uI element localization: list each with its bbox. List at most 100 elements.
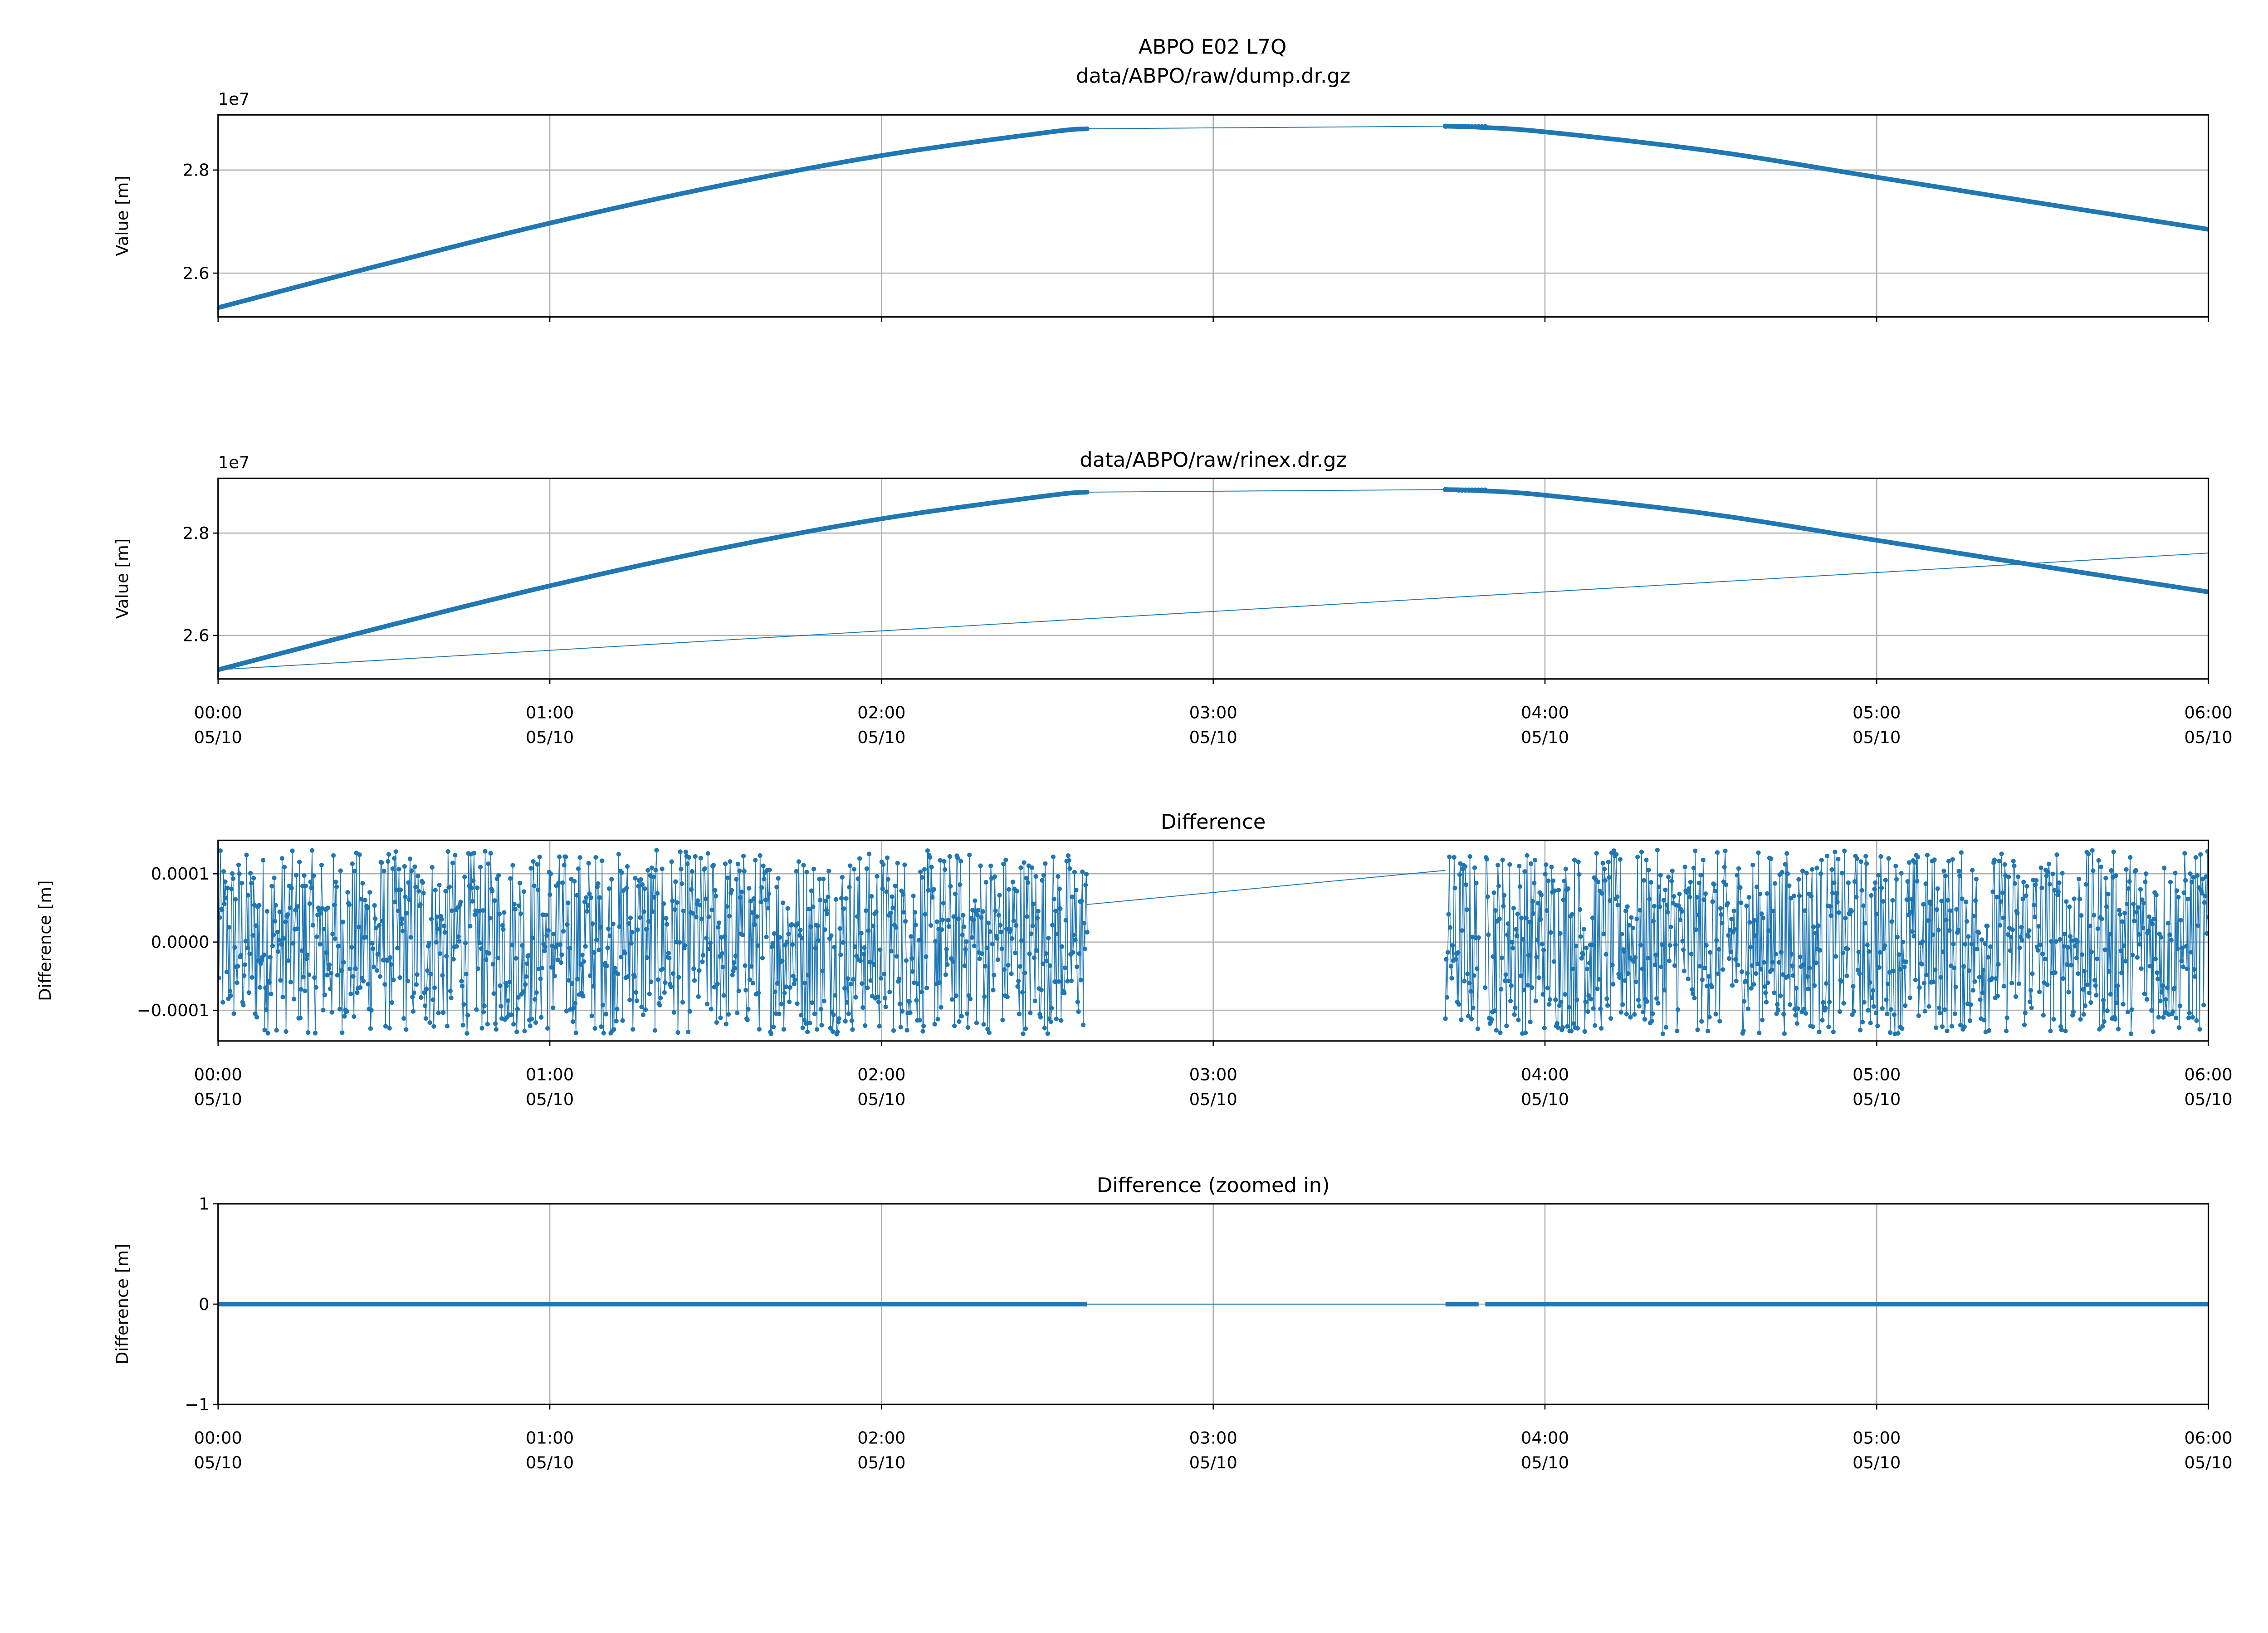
difference-point [1843,915,1848,921]
difference-point [1893,863,1898,869]
difference-point [462,875,467,880]
difference-point [327,986,333,992]
difference-point [874,909,879,914]
difference-point [1905,879,1910,884]
difference-point [1818,948,1823,953]
difference-point [662,990,667,995]
difference-point [1007,887,1012,892]
difference-point [1817,1029,1822,1034]
difference-point [365,906,370,911]
difference-point [1973,898,1978,903]
difference-point [2013,881,2018,886]
difference-point [2048,1028,2053,1033]
plot-area [218,123,2209,310]
difference-point [1590,915,1595,920]
difference-point [839,896,844,901]
difference-point [817,898,823,903]
difference-point [626,974,631,979]
difference-point [858,958,863,963]
difference-point [1471,1005,1476,1010]
difference-point [1763,990,1768,995]
difference-point [2125,901,2130,907]
difference-point [928,855,933,860]
difference-point [1996,962,2001,967]
x-tick-time-label: 00:00 [194,1428,242,1448]
difference-point [1754,884,1760,890]
difference-point [459,983,465,988]
difference-point [631,1027,635,1032]
difference-point [1704,943,1709,948]
difference-point [1633,979,1638,984]
thin-connector-line [218,552,2209,670]
difference-point [2001,983,2006,989]
difference-point [946,918,951,923]
difference-point [2062,931,2067,937]
difference-point [2034,878,2039,883]
difference-point [1995,993,2000,998]
difference-point [975,913,980,918]
difference-point [318,911,323,916]
x-tick-date-label: 05/10 [2184,728,2232,747]
difference-point [701,953,706,958]
difference-point [396,908,401,914]
difference-point [246,990,251,995]
difference-point [1035,915,1040,920]
difference-point [231,1011,236,1016]
difference-point [421,890,426,896]
difference-point [1059,1018,1064,1023]
difference-point [898,1025,903,1030]
difference-point [262,1027,267,1032]
difference-point [439,917,444,922]
difference-point [1677,891,1682,896]
difference-point [1981,968,1986,973]
difference-point [829,933,834,938]
difference-point [334,884,339,889]
difference-point [1001,861,1006,866]
difference-point [1628,1015,1633,1020]
difference-point [1069,978,1074,983]
difference-point [534,990,539,995]
difference-point [464,972,469,977]
difference-point [1761,960,1766,965]
difference-point [1050,923,1055,928]
difference-point [1750,862,1755,867]
difference-point [885,855,890,861]
difference-point [627,997,632,1002]
difference-point [339,968,344,973]
difference-point [435,914,440,919]
difference-point [543,912,548,918]
difference-point [655,891,660,896]
difference-point [309,885,314,890]
difference-point [1742,999,1747,1004]
difference-point [961,924,967,929]
difference-point [2170,1009,2175,1014]
difference-point [1079,898,1084,904]
difference-point [1979,937,1984,942]
difference-point [1024,875,1029,880]
difference-point [855,876,860,881]
difference-point [1798,954,1803,959]
difference-point [1715,850,1720,855]
difference-point [2099,916,2104,921]
difference-point [476,909,481,914]
difference-point [353,966,358,971]
difference-point [1712,889,1717,894]
difference-point [581,993,586,999]
difference-point [929,865,934,870]
x-tick-time-label: 02:00 [857,1065,905,1084]
difference-point [2177,1003,2183,1008]
difference-point [1550,878,1556,883]
difference-point [559,952,564,958]
difference-point [1745,1006,1751,1012]
difference-point [1591,1006,1596,1011]
difference-point [1947,928,1952,933]
difference-line [1445,856,1479,1029]
difference-point [621,888,626,893]
difference-point [1872,886,1877,892]
difference-point [2123,958,2128,964]
difference-point [1503,972,1508,977]
difference-point [893,883,898,889]
difference-point [1964,900,1969,905]
difference-point [303,883,308,889]
difference-point [1870,995,1875,1000]
